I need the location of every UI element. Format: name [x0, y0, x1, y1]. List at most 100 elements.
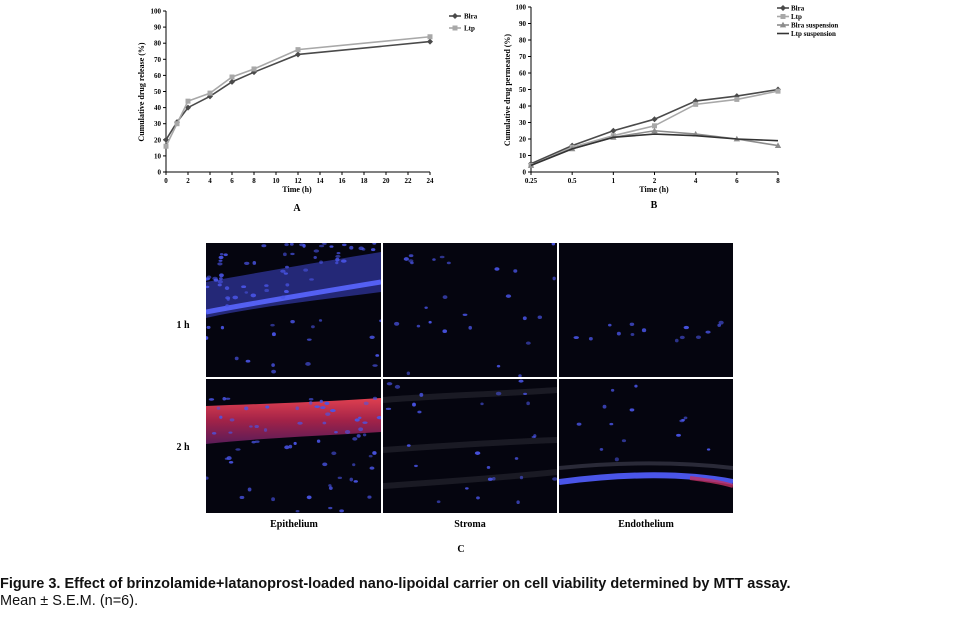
cell-nucleus [354, 418, 360, 422]
cell-nucleus [363, 401, 369, 406]
chart-b-point [734, 96, 740, 102]
cell-nucleus [416, 324, 421, 328]
endothelium-fiber-2h [559, 461, 733, 470]
cell-nucleus [206, 275, 212, 280]
cell-nucleus [358, 246, 364, 251]
cell-nucleus [254, 424, 259, 429]
cell-nucleus [244, 406, 249, 411]
cell-nucleus [442, 329, 448, 333]
cell-nucleus [336, 252, 341, 255]
cell-nucleus [322, 243, 327, 246]
cell-nucleus [288, 444, 293, 449]
figure-caption: Figure 3. Effect of brinzolamide+latanop… [0, 576, 960, 610]
cell-nucleus [683, 325, 690, 330]
cell-nucleus [264, 288, 270, 293]
cell-nucleus [408, 259, 414, 263]
cell-nucleus [683, 416, 688, 420]
cell-nucleus [394, 384, 401, 389]
cell-nucleus [270, 323, 275, 327]
cell-nucleus [218, 255, 224, 260]
chart-a-point [163, 143, 169, 149]
chart-b-ytick-label: 50 [519, 86, 527, 94]
cell-nucleus [599, 448, 604, 451]
chart-a-ytick-label: 40 [154, 104, 162, 112]
cell-nucleus [432, 258, 436, 261]
cell-nucleus [289, 243, 294, 246]
cell-nucleus [531, 435, 536, 439]
cell-nucleus [376, 416, 381, 420]
column-label-endothelium: Endothelium [618, 519, 674, 530]
chart-b-point [774, 142, 782, 148]
cell-nucleus [252, 261, 257, 265]
cell-nucleus [234, 356, 239, 361]
cell-nucleus [349, 477, 354, 482]
chart-b-point [651, 116, 658, 123]
cell-nucleus [213, 278, 219, 282]
cell-nucleus [518, 374, 522, 377]
chart-a-point [251, 66, 257, 72]
cell-nucleus [486, 466, 491, 469]
cell-nucleus [244, 291, 249, 294]
caption-note: Mean ± S.E.M. (n=6). [0, 593, 139, 609]
chart-a-point [174, 121, 180, 127]
cell-nucleus [250, 293, 257, 298]
cell-nucleus [328, 506, 333, 510]
chart-a-point [185, 98, 191, 104]
cell-nucleus [412, 402, 416, 407]
cell-nucleus [320, 406, 326, 409]
cell-nucleus [468, 325, 472, 330]
cell-nucleus [621, 439, 627, 443]
cell-nucleus [339, 509, 344, 513]
chart-b-xtick-label: 2 [653, 177, 657, 185]
chart-a-xtick-label: 12 [295, 177, 303, 185]
cell-nucleus [610, 388, 615, 392]
chart-a-legend-marker [452, 13, 458, 19]
cell-nucleus [284, 243, 289, 247]
cell-nucleus [573, 336, 579, 340]
chart-a-ytick-label: 20 [154, 136, 162, 144]
cell-nucleus [526, 401, 530, 406]
chart-a-point [295, 51, 301, 58]
epithelium-layer-1h [206, 252, 381, 318]
chart-a-point [427, 38, 433, 45]
cell-nucleus [681, 418, 685, 422]
cell-nucleus [217, 279, 223, 284]
cell-nucleus [372, 396, 378, 400]
chart-a-ytick-label: 60 [154, 72, 162, 80]
cell-nucleus [331, 451, 337, 456]
cell-nucleus [419, 392, 424, 397]
chart-b-xtick-label: 6 [735, 177, 739, 185]
cell-nucleus [705, 330, 711, 334]
chart-b-point [651, 127, 658, 134]
cell-nucleus [295, 406, 299, 411]
chart-a-xtick-label: 2 [186, 177, 190, 185]
cell-nucleus [341, 243, 347, 247]
chart-a-xtick-label: 0 [164, 177, 168, 185]
cell-nucleus [417, 410, 422, 414]
cell-nucleus [218, 277, 223, 280]
cell-nucleus [323, 231, 327, 233]
epithelium-basal-edge-1h [206, 279, 381, 315]
chart-a-xtick-label: 24 [427, 177, 435, 185]
cell-nucleus [525, 341, 531, 345]
chart-b-legend-marker [779, 21, 787, 28]
chart-b-point [775, 88, 781, 94]
cell-nucleus [219, 415, 223, 419]
cell-nucleus [679, 335, 685, 340]
cell-nucleus [495, 391, 502, 396]
cell-nucleus [406, 371, 411, 376]
cell-nucleus [293, 441, 297, 445]
cell-nucleus [285, 265, 289, 269]
chart-a-point [229, 78, 235, 85]
cell-nucleus [206, 336, 209, 340]
endothelium-layer-2h [559, 472, 733, 485]
cell-nucleus [271, 363, 275, 367]
chart-b-xtick-label: 4 [694, 177, 698, 185]
cell-nucleus [356, 434, 361, 438]
cell-nucleus [362, 433, 367, 437]
chart-a-ytick-label: 70 [154, 56, 162, 64]
cell-nucleus [372, 451, 377, 455]
cell-nucleus [487, 477, 493, 481]
cell-nucleus [676, 433, 681, 437]
